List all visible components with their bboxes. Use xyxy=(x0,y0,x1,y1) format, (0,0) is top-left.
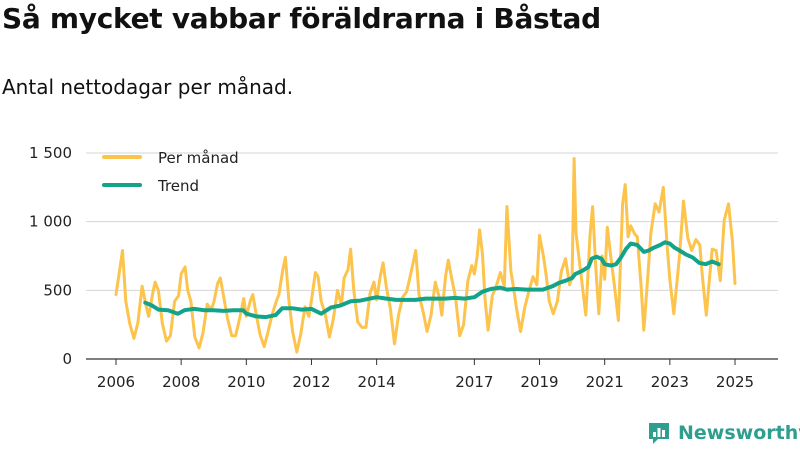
x-tick-label: 2017 xyxy=(455,373,493,391)
y-tick-label: 0 xyxy=(62,350,72,368)
y-tick-label: 1 500 xyxy=(29,144,72,162)
x-tick-label: 2010 xyxy=(227,373,265,391)
series-line-per-manad xyxy=(114,157,737,354)
newsworthy-logo: Newsworthy xyxy=(646,420,800,446)
legend: Per månad Trend xyxy=(102,149,239,195)
x-tick-label: 2014 xyxy=(358,373,396,391)
chart-title: Så mycket vabbar föräldrarna i Båstad xyxy=(2,2,601,35)
x-tick-label: 2021 xyxy=(586,373,624,391)
newsworthy-logo-icon xyxy=(649,423,669,444)
x-tick-label: 2023 xyxy=(651,373,689,391)
x-tick-label: 2012 xyxy=(292,373,330,391)
x-tick-label: 2019 xyxy=(520,373,558,391)
x-tick-label: 2025 xyxy=(716,373,754,391)
series-line-trend xyxy=(143,240,721,320)
x-axis: 2006 2008 2010 2012 2014 2017 2019 2021 2023 2025 xyxy=(97,359,754,391)
y-tick-label: 500 xyxy=(43,281,72,299)
series xyxy=(114,157,737,354)
chart-subtitle: Antal nettodagar per månad. xyxy=(2,75,294,99)
x-tick-label: 2006 xyxy=(97,373,135,391)
y-axis: 0 500 1 000 1 500 xyxy=(29,144,72,368)
legend-label-per-manad: Per månad xyxy=(158,149,239,167)
legend-label-trend: Trend xyxy=(157,177,199,195)
y-tick-label: 1 000 xyxy=(29,213,72,231)
newsworthy-logo-text: Newsworthy xyxy=(678,422,800,444)
gridlines xyxy=(86,152,778,360)
x-tick-label: 2008 xyxy=(162,373,200,391)
